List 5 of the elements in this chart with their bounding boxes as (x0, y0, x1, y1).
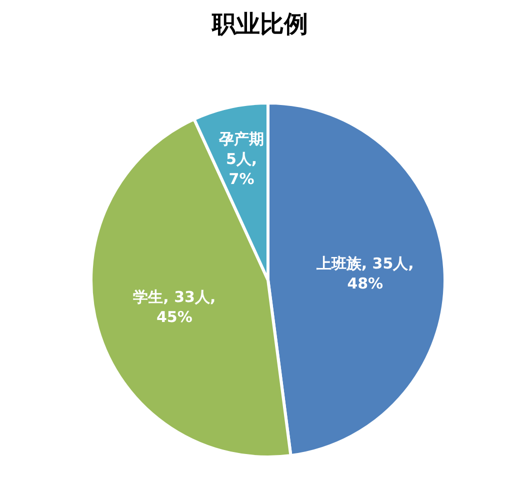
chart-title: 职业比例 (211, 10, 308, 38)
slice-label: 学生, 33人, 45% (133, 288, 216, 326)
slice-label: 上班族, 35人, 48% (315, 254, 414, 293)
slice-label: 孕产期 (218, 130, 264, 148)
data-label: 5人, 7% (226, 150, 258, 188)
